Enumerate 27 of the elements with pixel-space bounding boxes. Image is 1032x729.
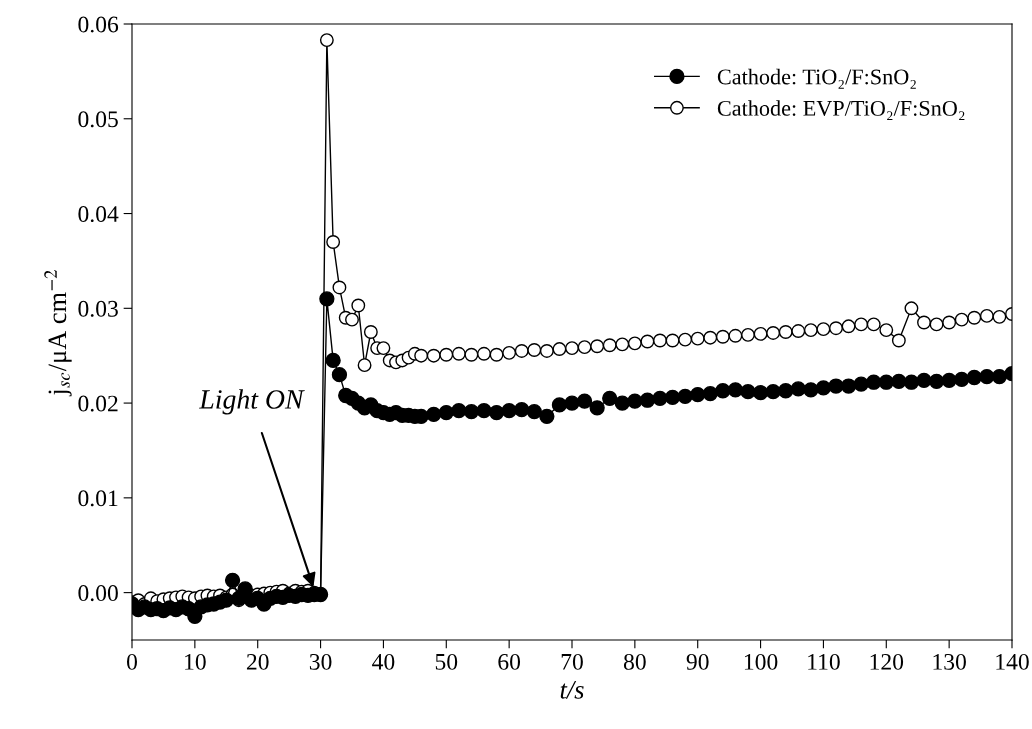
y-tick-label: 0.02: [78, 395, 118, 412]
x-tick-label: 130: [933, 653, 966, 670]
x-tick-label: 100: [744, 653, 778, 670]
x-tick-label: 110: [808, 653, 840, 670]
x-tick-label: 70: [561, 653, 583, 670]
y-tick-label: 0.01: [78, 490, 118, 507]
x-tick-label: 50: [435, 653, 458, 670]
legend-label: Cathode: TiO₂/F:SnO₂: [717, 68, 916, 89]
y-tick-label: 0.06: [78, 16, 119, 33]
y-axis-title: j$_{sc}$/μA cm$^{−2}$: [44, 270, 72, 397]
x-tick-label: 90: [686, 653, 709, 670]
annotation: Light ON: [199, 389, 305, 415]
x-tick-label: 120: [870, 653, 904, 670]
y-tick-label: 0.00: [78, 585, 118, 602]
x-tick-label: 40: [372, 653, 395, 670]
x-tick-label: 140: [996, 653, 1029, 670]
x-tick-label: 10: [185, 653, 206, 670]
x-tick-label: 60: [498, 653, 521, 670]
x-axis-title: t/s: [560, 681, 584, 699]
y-tick-label: 0.03: [78, 300, 118, 317]
x-tick-label: 80: [623, 653, 646, 670]
y-tick-label: 0.05: [78, 111, 118, 128]
x-tick-label: 20: [246, 653, 269, 670]
x-tick-label: 0: [127, 653, 137, 670]
y-tick-label: 0.04: [78, 206, 119, 223]
x-tick-label: 30: [309, 653, 332, 670]
legend-label: Cathode: EVP/TiO₂/F:SnO₂: [717, 100, 965, 121]
